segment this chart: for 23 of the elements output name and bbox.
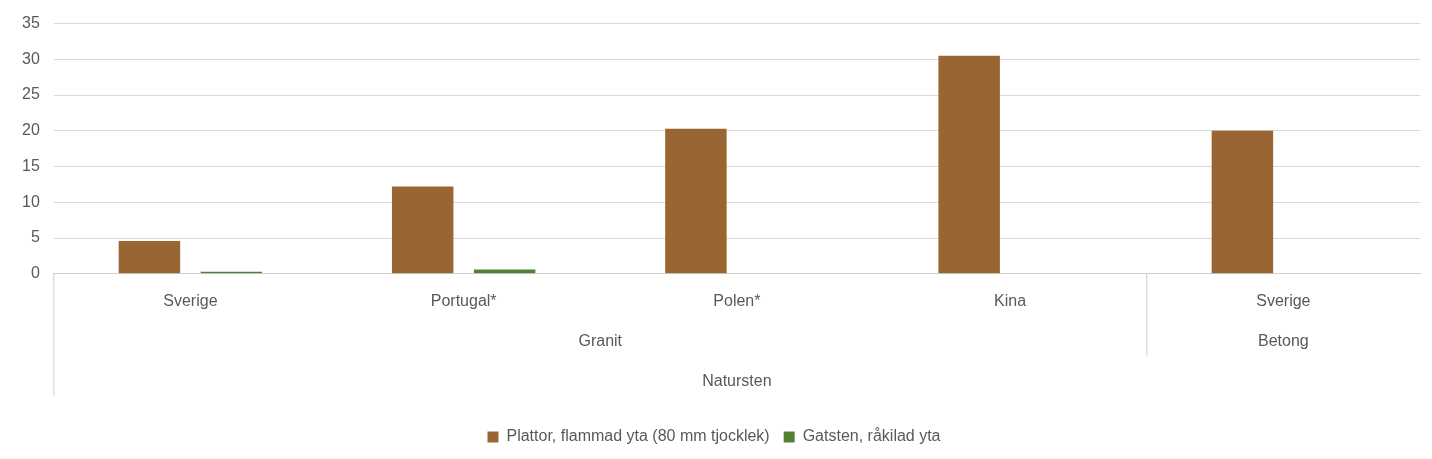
y-tick-label: 15 <box>22 156 40 174</box>
bar <box>1211 130 1274 274</box>
text: Granit <box>578 332 623 350</box>
x-tick-label: Sverige <box>163 291 218 309</box>
y-tick-label: 25 <box>22 85 40 103</box>
y-tick-label: 10 <box>22 192 40 210</box>
bar <box>665 128 727 274</box>
legend-label: Plattor, flammad yta (80 mm tjocklek) <box>506 427 770 445</box>
text: Betong <box>1258 332 1309 350</box>
y-tick-label: 30 <box>22 49 40 67</box>
text: Natursten <box>702 372 772 390</box>
bar <box>391 186 454 274</box>
y-tick-label: 20 <box>22 121 40 139</box>
bar <box>118 240 181 274</box>
x-tick-label: Portugal* <box>430 291 497 309</box>
y-tick-label: 5 <box>30 228 40 246</box>
bar <box>938 55 1000 274</box>
legend-label: Gatsten, råkilad yta <box>802 427 941 445</box>
x-tick-label: Sverige <box>1256 291 1311 309</box>
y-tick-label: 0 <box>30 264 40 282</box>
x-tick-label: Polen* <box>713 291 761 309</box>
y-tick-label: 35 <box>22 14 40 32</box>
x-tick-label: Kina <box>994 291 1027 309</box>
